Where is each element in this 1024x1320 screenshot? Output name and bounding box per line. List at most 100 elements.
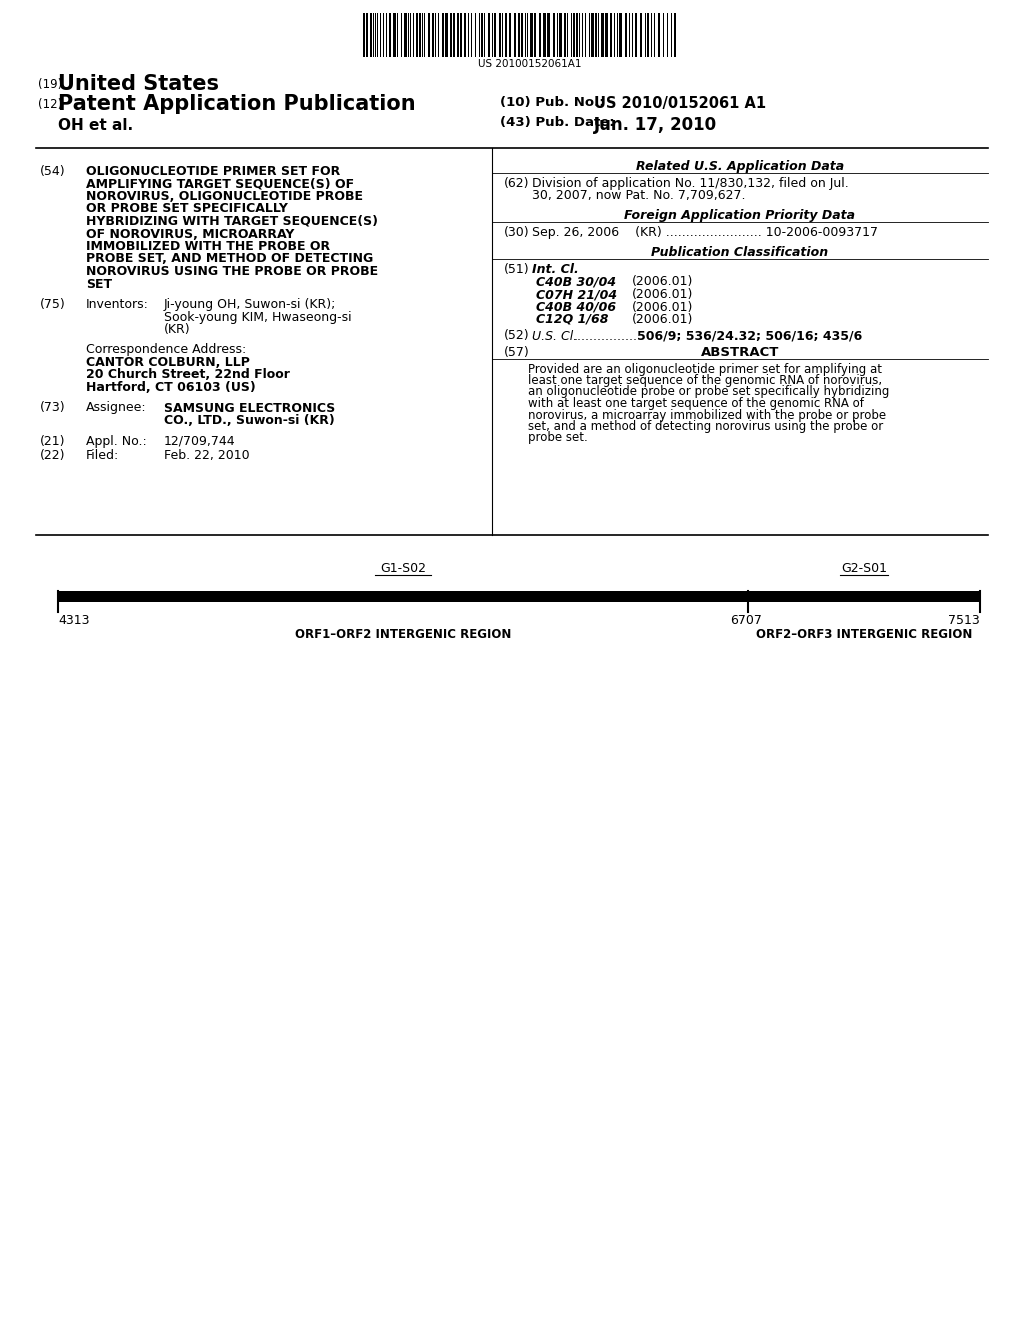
Bar (518, 13, 520, 57)
Text: C12Q 1/68: C12Q 1/68 (536, 313, 608, 326)
Text: set, and a method of detecting norovirus using the probe or: set, and a method of detecting norovirus… (528, 420, 884, 433)
Text: least one target sequence of the genomic RNA of norovirus,: least one target sequence of the genomic… (528, 374, 882, 387)
Text: C40B 30/04: C40B 30/04 (536, 276, 616, 289)
Text: US 2010/0152061 A1: US 2010/0152061 A1 (594, 96, 766, 111)
Text: ................: ................ (574, 330, 638, 342)
Bar (530, 13, 534, 57)
Bar (58, 590, 980, 602)
Text: (10) Pub. No.:: (10) Pub. No.: (500, 96, 604, 110)
Text: CANTOR COLBURN, LLP: CANTOR COLBURN, LLP (86, 356, 250, 370)
Bar (625, 13, 627, 57)
Text: United States: United States (58, 74, 219, 94)
Text: (12): (12) (38, 98, 62, 111)
Bar (509, 13, 511, 57)
Text: (22): (22) (40, 449, 66, 462)
Bar (534, 13, 536, 57)
Text: (75): (75) (40, 298, 66, 312)
Text: (52): (52) (504, 330, 529, 342)
Text: an oligonucleotide probe or probe set specifically hybridizing: an oligonucleotide probe or probe set sp… (528, 385, 890, 399)
Text: Filed:: Filed: (86, 449, 119, 462)
Text: 12/709,744: 12/709,744 (164, 434, 236, 447)
Text: G1-S02: G1-S02 (380, 562, 426, 576)
Text: Patent Application Publication: Patent Application Publication (58, 94, 416, 114)
Bar (674, 13, 676, 57)
Bar (559, 13, 562, 57)
Text: Correspondence Address:: Correspondence Address: (86, 343, 246, 356)
Text: OR PROBE SET SPECIFICALLY: OR PROBE SET SPECIFICALLY (86, 202, 288, 215)
Bar (442, 13, 444, 57)
Text: ABSTRACT: ABSTRACT (700, 346, 779, 359)
Text: 4313: 4313 (58, 615, 89, 627)
Bar (428, 13, 430, 57)
Text: C07H 21/04: C07H 21/04 (536, 288, 617, 301)
Text: (51): (51) (504, 263, 529, 276)
Text: Assignee:: Assignee: (86, 401, 146, 414)
Text: Hartford, CT 06103 (US): Hartford, CT 06103 (US) (86, 381, 256, 393)
Text: (30): (30) (504, 226, 529, 239)
Text: (2006.01): (2006.01) (632, 301, 693, 314)
Bar (460, 13, 462, 57)
Text: norovirus, a microarray immobilized with the probe or probe: norovirus, a microarray immobilized with… (528, 408, 886, 421)
Bar (457, 13, 459, 57)
Bar (432, 13, 434, 57)
Text: SAMSUNG ELECTRONICS: SAMSUNG ELECTRONICS (164, 401, 335, 414)
Bar (362, 13, 365, 57)
Bar (601, 13, 604, 57)
Text: U.S. Cl.: U.S. Cl. (532, 330, 578, 342)
Text: Sook-young KIM, Hwaseong-si: Sook-young KIM, Hwaseong-si (164, 310, 351, 323)
Text: (2006.01): (2006.01) (632, 276, 693, 289)
Text: (54): (54) (40, 165, 66, 178)
Bar (553, 13, 555, 57)
Bar (539, 13, 541, 57)
Bar (464, 13, 466, 57)
Text: IMMOBILIZED WITH THE PROBE OR: IMMOBILIZED WITH THE PROBE OR (86, 240, 330, 253)
Bar (389, 13, 391, 57)
Text: G2-S01: G2-S01 (841, 562, 887, 576)
Text: HYBRIDIZING WITH TARGET SEQUENCE(S): HYBRIDIZING WITH TARGET SEQUENCE(S) (86, 215, 378, 228)
Text: NOROVIRUS USING THE PROBE OR PROBE: NOROVIRUS USING THE PROBE OR PROBE (86, 265, 378, 279)
Text: Related U.S. Application Data: Related U.S. Application Data (636, 160, 844, 173)
Text: Inventors:: Inventors: (86, 298, 148, 312)
Text: (43) Pub. Date:: (43) Pub. Date: (500, 116, 614, 129)
Bar (640, 13, 642, 57)
Bar (505, 13, 507, 57)
Text: Foreign Application Priority Data: Foreign Application Priority Data (625, 210, 855, 223)
Bar (618, 13, 622, 57)
Text: 7513: 7513 (948, 615, 980, 627)
Bar (543, 13, 546, 57)
Bar (453, 13, 455, 57)
Bar (445, 13, 449, 57)
Text: (19): (19) (38, 78, 62, 91)
Text: CO., LTD., Suwon-si (KR): CO., LTD., Suwon-si (KR) (164, 414, 335, 426)
Bar (635, 13, 637, 57)
Text: SET: SET (86, 277, 112, 290)
Bar (488, 13, 490, 57)
Bar (564, 13, 566, 57)
Text: Publication Classification: Publication Classification (651, 247, 828, 260)
Bar (404, 13, 407, 57)
Text: (2006.01): (2006.01) (632, 313, 693, 326)
Text: C40B 40/06: C40B 40/06 (536, 301, 616, 314)
Text: OH et al.: OH et al. (58, 117, 133, 133)
Text: Ji-young OH, Suwon-si (KR);: Ji-young OH, Suwon-si (KR); (164, 298, 336, 312)
Text: (2006.01): (2006.01) (632, 288, 693, 301)
Text: Appl. No.:: Appl. No.: (86, 434, 146, 447)
Text: AMPLIFYING TARGET SEQUENCE(S) OF: AMPLIFYING TARGET SEQUENCE(S) OF (86, 177, 354, 190)
Text: (57): (57) (504, 346, 529, 359)
Text: Provided are an oligonucleotide primer set for amplifying at: Provided are an oligonucleotide primer s… (528, 363, 882, 375)
Bar (521, 13, 523, 57)
Bar (575, 13, 578, 57)
Bar (658, 13, 660, 57)
Text: (73): (73) (40, 401, 66, 414)
Text: (62): (62) (504, 177, 529, 190)
Bar (610, 13, 612, 57)
Bar (547, 13, 550, 57)
Text: probe set.: probe set. (528, 432, 588, 445)
Text: 30, 2007, now Pat. No. 7,709,627.: 30, 2007, now Pat. No. 7,709,627. (532, 189, 745, 202)
Text: OLIGONUCLEOTIDE PRIMER SET FOR: OLIGONUCLEOTIDE PRIMER SET FOR (86, 165, 340, 178)
Text: 6707: 6707 (730, 615, 762, 627)
Bar (366, 13, 368, 57)
Text: PROBE SET, AND METHOD OF DETECTING: PROBE SET, AND METHOD OF DETECTING (86, 252, 374, 265)
Text: 20 Church Street, 22nd Floor: 20 Church Street, 22nd Floor (86, 368, 290, 381)
Bar (416, 13, 418, 57)
